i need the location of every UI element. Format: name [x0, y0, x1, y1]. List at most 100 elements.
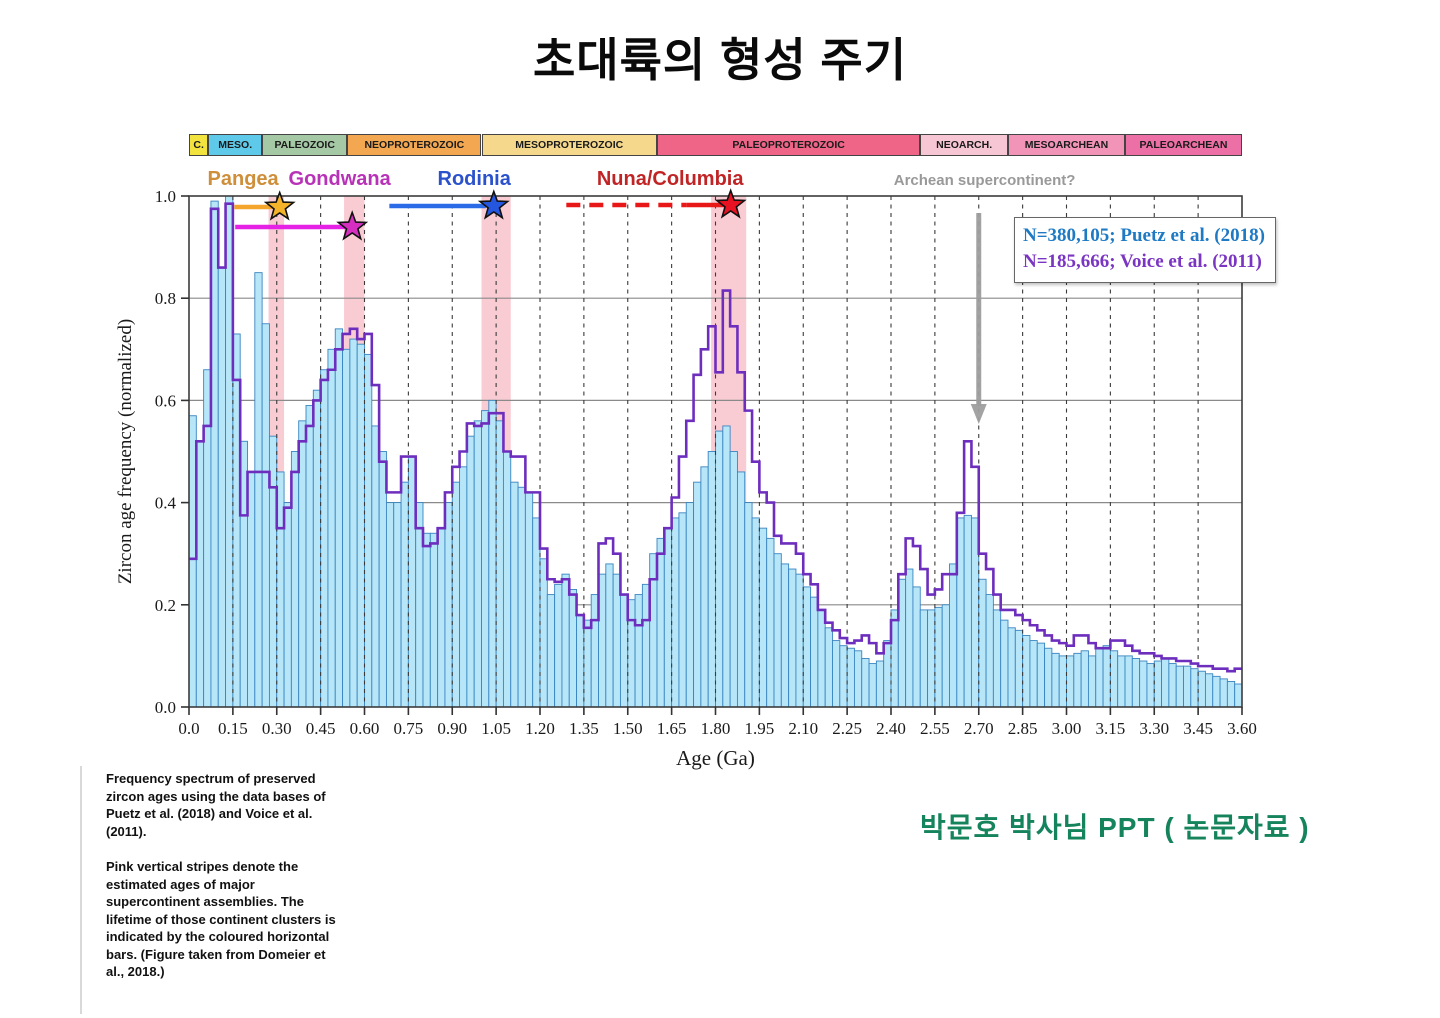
histogram-bar — [1168, 663, 1177, 708]
caption-paragraph-1: Frequency spectrum of preserved zircon a… — [106, 771, 326, 839]
x-tick-label: 1.05 — [481, 719, 511, 738]
x-tick-label: 2.40 — [876, 719, 906, 738]
x-tick-label: 0.15 — [218, 719, 248, 738]
x-tick-label: 3.45 — [1183, 719, 1213, 738]
era-segment-paleozoic: PALEOZOIC — [262, 134, 348, 156]
histogram-bar — [758, 527, 768, 708]
histogram-bar — [1117, 655, 1126, 708]
histogram-bar — [312, 389, 322, 708]
histogram-bar — [466, 435, 475, 708]
histogram-bar — [510, 481, 519, 708]
histogram-bar — [283, 502, 292, 708]
histogram-bar — [875, 660, 885, 708]
histogram-bar — [766, 537, 775, 708]
x-tick-label: 2.85 — [1008, 719, 1038, 738]
x-tick-label: 3.60 — [1227, 719, 1257, 738]
x-tick-label: 2.55 — [920, 719, 950, 738]
chart-legend: N=380,105; Puetz et al. (2018) N=185,666… — [1014, 217, 1276, 283]
histogram-bar — [1139, 660, 1148, 708]
histogram-bar — [817, 609, 826, 708]
histogram-bar — [868, 663, 877, 708]
x-tick-label: 2.10 — [788, 719, 818, 738]
histogram-bar — [853, 650, 863, 708]
x-tick-label: 0.90 — [437, 719, 467, 738]
histogram-bar — [1073, 652, 1082, 708]
assembly-star-marker — [336, 210, 369, 241]
histogram-bar — [1095, 647, 1104, 708]
histogram-bar — [634, 594, 643, 708]
histogram-bar — [985, 594, 994, 708]
histogram-bar — [773, 553, 782, 708]
x-tick-label: 1.35 — [569, 719, 599, 738]
histogram-bar — [707, 451, 716, 708]
voice-step-line — [189, 202, 1242, 673]
histogram-bar — [861, 658, 870, 708]
histogram-bar — [356, 343, 365, 708]
figure-caption: Frequency spectrum of preserved zircon a… — [106, 770, 338, 999]
histogram-bar — [693, 481, 702, 708]
histogram-bar — [320, 369, 329, 708]
legend-entry-puetz: N=380,105; Puetz et al. (2018) — [1023, 225, 1265, 246]
histogram-bar — [1014, 629, 1024, 708]
histogram-bar — [488, 399, 497, 708]
histogram-bar — [1080, 650, 1089, 708]
supercontinent-label-gondwana: Gondwana — [288, 168, 391, 190]
caption-paragraph-2: Pink vertical stripes denote the estimat… — [106, 859, 336, 979]
histogram-bar — [912, 586, 921, 708]
histogram-bar — [1102, 645, 1111, 708]
histogram-bar — [334, 328, 344, 708]
x-tick-label: 0.45 — [306, 719, 336, 738]
histogram-bar — [554, 583, 563, 708]
histogram-bar — [678, 512, 687, 708]
y-tick-label: 0.8 — [155, 289, 176, 308]
era-segment-neoarch: NEOARCH. — [920, 134, 1008, 156]
x-tick-label: 1.50 — [613, 719, 643, 738]
histogram-bar — [795, 573, 804, 708]
y-tick-label: 0.2 — [155, 596, 176, 615]
histogram-bar — [934, 606, 943, 708]
histogram-bar — [429, 532, 439, 708]
page-title: 초대륙의 형성 주기 — [532, 34, 908, 86]
histogram-bar — [305, 405, 314, 708]
y-tick-label: 0.0 — [155, 698, 176, 717]
histogram-bar — [722, 425, 731, 708]
x-tick-label: 0.60 — [350, 719, 380, 738]
x-axis-label: Age (Ga) — [676, 746, 755, 770]
histogram-bar — [451, 481, 461, 708]
legend-entry-voice: N=185,666; Voice et al. (2011) — [1023, 251, 1262, 272]
histogram-bar — [736, 471, 746, 708]
histogram-bar — [949, 563, 958, 708]
histogram-bar — [1226, 681, 1236, 708]
era-segment-meso: MESO. — [208, 134, 263, 156]
histogram-bar — [327, 348, 336, 708]
supercontinent-label-rodinia: Rodinia — [437, 168, 511, 190]
histogram-bar — [393, 502, 402, 708]
x-tick-label: 0.30 — [262, 719, 292, 738]
histogram-bar — [1146, 663, 1155, 708]
supercontinent-label-pangea: Pangea — [207, 168, 279, 190]
assembly-star-marker — [714, 188, 747, 219]
x-tick-label: 1.95 — [745, 719, 775, 738]
histogram-bar — [261, 323, 270, 708]
histogram-bar — [744, 502, 753, 708]
histogram-bar — [788, 568, 797, 708]
histogram-bar — [517, 486, 526, 708]
histogram-bar — [729, 451, 738, 708]
era-segment-paleoarchean: PALEOARCHEAN — [1125, 134, 1242, 156]
assembly-star-marker — [263, 190, 296, 221]
histogram-bar — [846, 647, 855, 708]
histogram-bar — [927, 609, 936, 708]
histogram-bar — [1131, 658, 1141, 708]
histogram-bar — [700, 466, 709, 708]
y-tick-label: 1.0 — [155, 187, 176, 206]
x-tick-label: 2.70 — [964, 719, 994, 738]
histogram-bar — [349, 338, 358, 708]
histogram-bar — [824, 627, 833, 708]
histogram-bar — [583, 619, 592, 708]
histogram-bar — [802, 586, 812, 708]
histogram-bar — [1153, 660, 1163, 708]
histogram-bar — [364, 353, 373, 708]
y-tick-label: 0.4 — [155, 494, 177, 513]
